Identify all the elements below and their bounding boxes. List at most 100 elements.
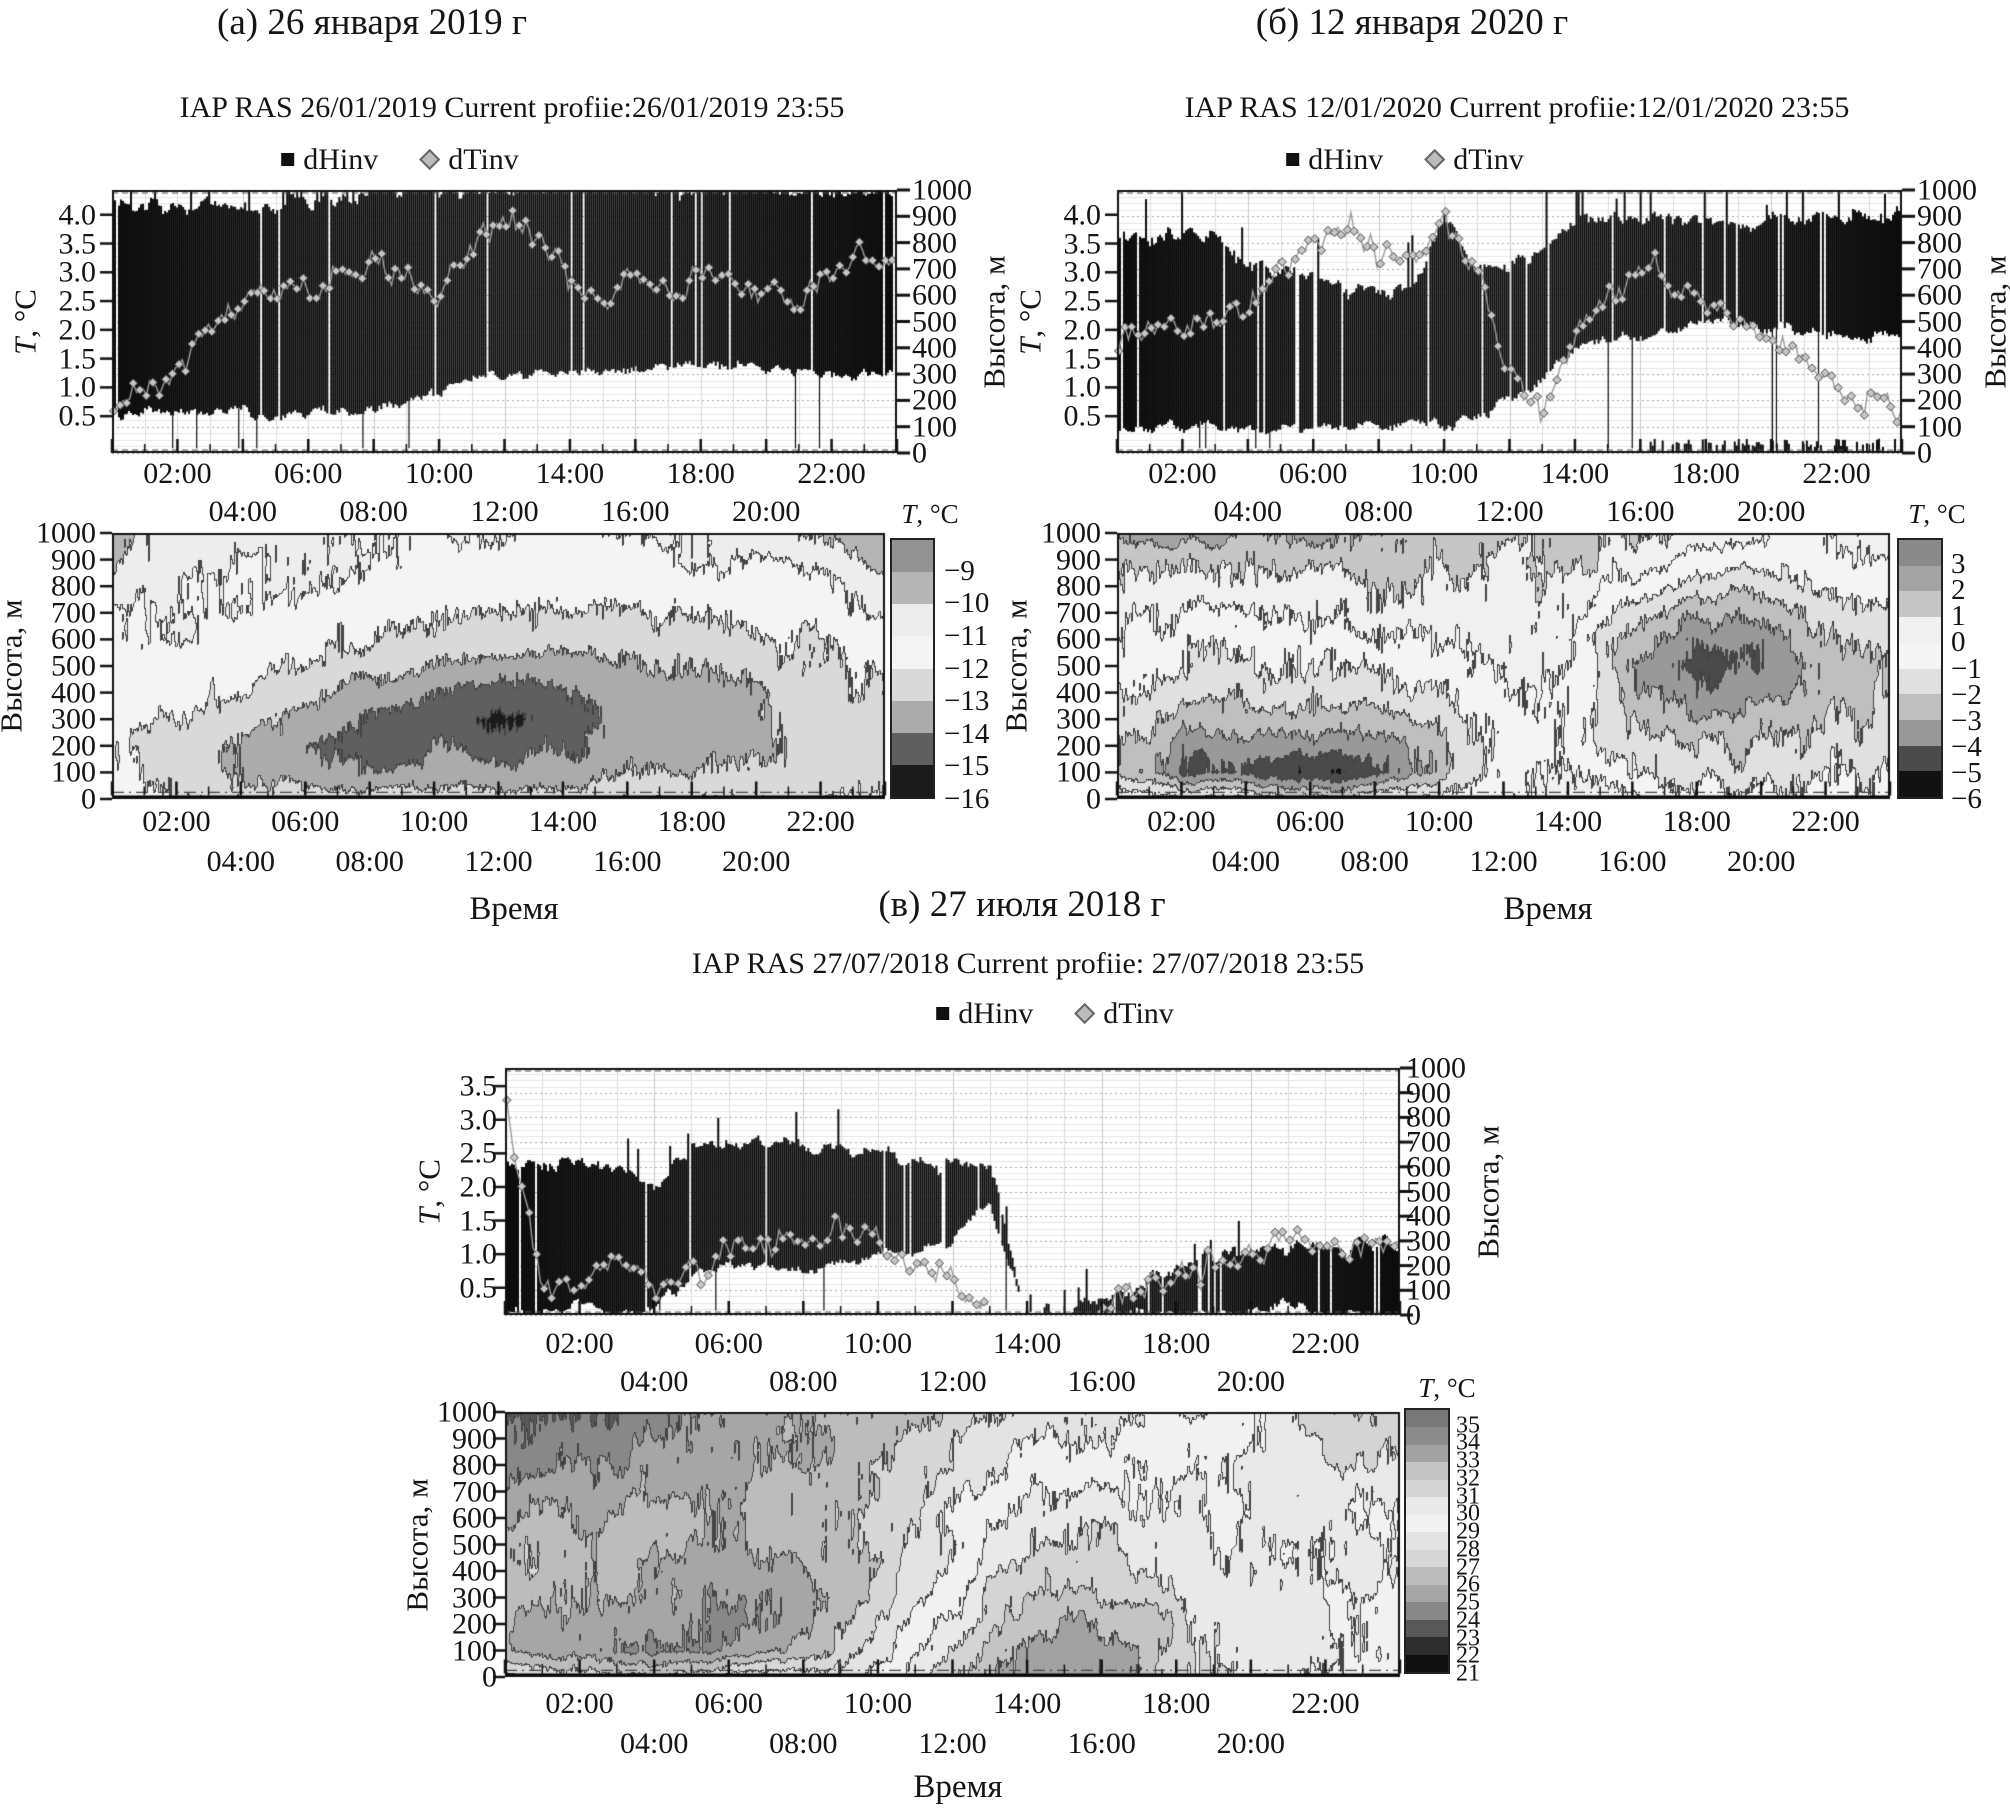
colorbar-band xyxy=(1899,694,1941,720)
t-tick-label: 3.5 xyxy=(58,226,97,260)
contour-x-tick-label: 04:00 xyxy=(206,845,275,878)
contour-h-tick-label: 600 xyxy=(452,1501,497,1535)
h-tick-label: 1000 xyxy=(912,173,972,207)
x-tick-label: 10:00 xyxy=(843,1327,913,1360)
contour-x-tick-label: 18:00 xyxy=(1142,1687,1211,1720)
contour-h-tick-label: 900 xyxy=(1056,542,1101,576)
colorbar-band xyxy=(1406,1602,1448,1620)
inversion-timeseries-plot xyxy=(96,174,913,469)
t-tick-label: 4.0 xyxy=(58,197,97,231)
dtinv-diamond-icon xyxy=(419,149,441,171)
contour-h-tick-label: 900 xyxy=(452,1421,497,1455)
h-tick-label: 900 xyxy=(1406,1075,1451,1109)
colorbar-band xyxy=(1406,1619,1448,1638)
contour-x-tick-label: 12:00 xyxy=(918,1727,987,1760)
x-tick-label: 12:00 xyxy=(1475,495,1544,528)
colorbar-tick-label: −5 xyxy=(1951,756,1982,789)
colorbar-title: T, °C xyxy=(901,499,959,529)
colorbar-tick-label: 31 xyxy=(1456,1483,1480,1510)
contour-x-tick-label: 20:00 xyxy=(1216,1727,1285,1760)
t-tick-label: 3.0 xyxy=(459,1103,498,1136)
h-tick-label: 200 xyxy=(1406,1248,1451,1282)
colorbar xyxy=(890,538,935,799)
legend-dtinv-label: dTinv xyxy=(1453,143,1524,176)
colorbar-tick-label: −13 xyxy=(944,684,990,717)
contour-h-tick-label: 600 xyxy=(1056,622,1101,656)
colorbar-tick-label: −6 xyxy=(1951,782,1982,815)
h-tick-label: 300 xyxy=(912,357,957,391)
height-axis-label-top: Высота, м xyxy=(1977,255,2010,389)
colorbar-tick-label: 33 xyxy=(1456,1447,1480,1474)
h-tick-label: 700 xyxy=(1917,252,1962,286)
contour-h-tick-label: 800 xyxy=(1056,569,1101,603)
chart-title: IAP RAS 26/01/2019 Current profiie:26/01… xyxy=(179,91,845,124)
x-tick-label: 02:00 xyxy=(143,457,212,490)
x-tick-label: 22:00 xyxy=(1291,1327,1360,1360)
t-axis-label: T, °C xyxy=(1012,289,1048,355)
x-tick-label: 16:00 xyxy=(601,495,670,528)
contour-h-tick-label: 100 xyxy=(1056,755,1101,789)
colorbar-band xyxy=(1406,1444,1448,1463)
colorbar-band xyxy=(1406,1584,1448,1603)
t-tick-label: 2.0 xyxy=(58,313,97,347)
contour-x-tick-label: 18:00 xyxy=(657,805,726,838)
t-tick-label: 0.5 xyxy=(459,1271,498,1305)
contour-x-tick-label: 14:00 xyxy=(528,805,598,838)
colorbar-title: T, °C xyxy=(1418,1373,1476,1403)
h-tick-label: 900 xyxy=(1917,199,1962,233)
contour-h-tick-label: 600 xyxy=(51,622,96,656)
h-tick-label: 1000 xyxy=(1917,173,1977,207)
contour-h-tick-label: 300 xyxy=(51,702,96,736)
h-tick-label: 100 xyxy=(1917,409,1962,443)
colorbar-band xyxy=(1406,1410,1448,1428)
contour-x-tick-label: 06:00 xyxy=(271,805,340,838)
colorbar-tick-label: 2 xyxy=(1951,573,1966,606)
colorbar-tick-label: −2 xyxy=(1951,678,1982,711)
contour-h-tick-label: 200 xyxy=(452,1607,497,1641)
temperature-contour-plot xyxy=(489,1396,1416,1693)
contour-x-tick-label: 04:00 xyxy=(619,1727,689,1760)
t-tick-label: 3.5 xyxy=(459,1069,498,1103)
colorbar-band xyxy=(1899,540,1941,566)
h-tick-label: 600 xyxy=(912,278,957,312)
temperature-contour-plot xyxy=(1101,517,1906,815)
contour-x-tick-label: 04:00 xyxy=(1211,845,1280,878)
contour-x-tick-label: 14:00 xyxy=(992,1687,1062,1720)
h-tick-label: 0 xyxy=(1917,436,1932,470)
colorbar-tick-label: 35 xyxy=(1456,1412,1480,1439)
inversion-timeseries-plot xyxy=(489,1052,1416,1331)
colorbar-band xyxy=(1899,719,1941,746)
contour-h-tick-label: 700 xyxy=(1056,596,1101,630)
t-tick-label: 2.0 xyxy=(1063,313,1102,347)
t-tick-label: 1.5 xyxy=(459,1203,498,1237)
time-axis-label: Время xyxy=(469,891,559,927)
height-axis-label-contour: Высота, м xyxy=(399,1478,435,1612)
x-tick-label: 12:00 xyxy=(470,495,539,528)
h-tick-label: 800 xyxy=(1917,225,1962,259)
h-tick-label: 600 xyxy=(1917,278,1962,312)
x-tick-label: 14:00 xyxy=(535,457,605,490)
dhinv-square-icon xyxy=(281,153,295,167)
h-tick-label: 0 xyxy=(912,436,927,470)
colorbar-tick-label: −4 xyxy=(1951,730,1982,763)
colorbar-tick-label: −11 xyxy=(944,619,989,652)
t-tick-label: 3.0 xyxy=(58,255,97,289)
contour-h-tick-label: 300 xyxy=(452,1580,497,1614)
chart-title: IAP RAS 27/07/2018 Current profiie: 27/0… xyxy=(691,947,1365,980)
colorbar-band xyxy=(1899,642,1941,669)
t-tick-label: 1.0 xyxy=(459,1237,498,1271)
t-tick-label: 0.5 xyxy=(58,399,97,433)
t-tick-label: 3.0 xyxy=(1063,255,1102,289)
colorbar-tick-label: −10 xyxy=(944,587,990,620)
h-tick-label: 700 xyxy=(1406,1125,1451,1159)
colorbar-tick-label: −15 xyxy=(944,750,990,783)
x-tick-label: 18:00 xyxy=(1142,1327,1211,1360)
h-tick-label: 400 xyxy=(1917,331,1962,365)
x-tick-label: 12:00 xyxy=(918,1365,987,1398)
x-tick-label: 08:00 xyxy=(769,1365,838,1398)
colorbar-band xyxy=(1899,617,1941,643)
t-tick-label: 1.5 xyxy=(1063,341,1102,375)
colorbar-band xyxy=(1406,1497,1448,1515)
colorbar-band xyxy=(1406,1427,1448,1445)
